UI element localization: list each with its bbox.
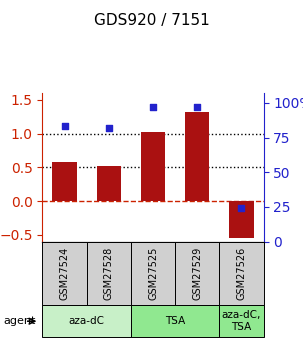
Point (151, 104, 155, 110)
Bar (52, 162, 77, 201)
Text: TSA: TSA (165, 316, 185, 326)
Point (239, 206, 244, 211)
Bar (185, 112, 209, 201)
Point (62, 124, 67, 129)
Text: aza-dC: aza-dC (69, 316, 105, 326)
Bar (229, 201, 254, 238)
Bar (141, 132, 165, 201)
Bar (97, 166, 121, 201)
Text: GSM27526: GSM27526 (236, 247, 247, 300)
Text: GSM27524: GSM27524 (59, 247, 70, 300)
Text: aza-dC,
TSA: aza-dC, TSA (222, 310, 261, 332)
Text: GSM27529: GSM27529 (192, 247, 202, 300)
Text: agent: agent (3, 316, 35, 326)
Text: GSM27525: GSM27525 (148, 247, 158, 300)
Point (106, 125, 111, 130)
Text: GSM27528: GSM27528 (104, 247, 114, 300)
Point (195, 104, 200, 110)
Text: GDS920 / 7151: GDS920 / 7151 (94, 13, 209, 28)
